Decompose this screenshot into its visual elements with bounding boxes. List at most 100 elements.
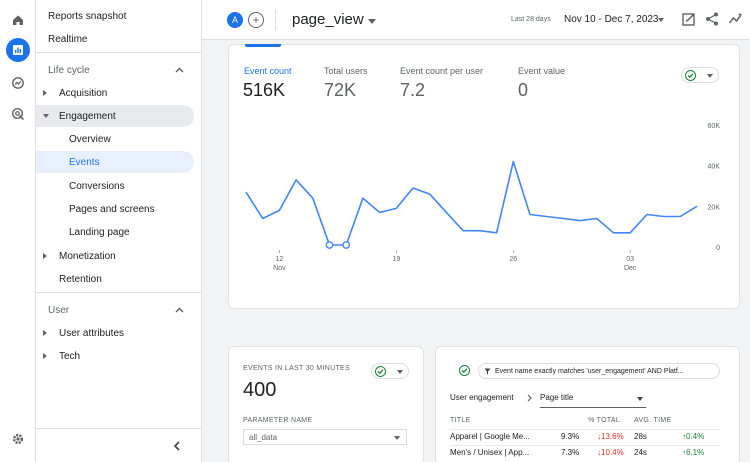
x-tick-label: 19 bbox=[392, 256, 400, 263]
row-time-change-value: 0.4% bbox=[686, 432, 705, 441]
column-header-avg-time[interactable]: AVG. TIME bbox=[634, 417, 672, 424]
dimension-selector-underline bbox=[540, 407, 646, 408]
data-quality-status-button[interactable] bbox=[681, 67, 719, 83]
comparison-avatar[interactable]: A bbox=[227, 12, 243, 28]
section-user-header[interactable]: User bbox=[36, 298, 194, 322]
sidebar-item-retention[interactable]: Retention bbox=[36, 268, 194, 290]
check-circle-icon bbox=[685, 69, 696, 81]
advertising-icon[interactable] bbox=[6, 102, 30, 126]
caret-right-icon bbox=[43, 253, 47, 259]
date-range-label[interactable]: Last 28 days bbox=[511, 16, 551, 23]
sidebar-item-label: Engagement bbox=[59, 110, 116, 122]
settings-icon[interactable] bbox=[6, 427, 30, 451]
customize-report-icon[interactable] bbox=[681, 11, 697, 27]
event-filter-chip[interactable]: Event name exactly matches 'user_engagem… bbox=[478, 363, 720, 379]
table-status-icon[interactable] bbox=[456, 363, 473, 379]
sidebar-item-reports-snapshot[interactable]: Reports snapshot bbox=[36, 5, 194, 27]
sidebar-item-monetization[interactable]: Monetization bbox=[36, 245, 194, 267]
sidebar-item-realtime[interactable]: Realtime bbox=[36, 28, 194, 50]
metric-tab-total-users[interactable]: Total users bbox=[324, 66, 368, 76]
sidebar-item-label: Events bbox=[69, 156, 100, 168]
sidebar-item-acquisition[interactable]: Acquisition bbox=[36, 82, 194, 104]
data-point-marker[interactable] bbox=[325, 241, 334, 249]
sidebar-item-label: Pages and screens bbox=[69, 203, 155, 215]
section-title: User bbox=[48, 304, 70, 316]
data-point-marker[interactable] bbox=[342, 241, 351, 249]
sidebar-divider bbox=[36, 428, 202, 429]
parameter-name-select[interactable]: all_data bbox=[243, 429, 407, 445]
sidebar-item-overview[interactable]: Overview bbox=[36, 128, 194, 150]
realtime-events-card: EVENTS IN LAST 30 MINUTES 400 PARAMETER … bbox=[228, 346, 424, 462]
section-lifecycle-header[interactable]: Life cycle bbox=[36, 58, 194, 82]
sidebar-item-tech[interactable]: Tech bbox=[36, 345, 194, 367]
sidebar-item-events[interactable]: Events bbox=[36, 151, 194, 173]
share-icon[interactable] bbox=[704, 11, 720, 27]
breadcrumb-user-engagement[interactable]: User engagement bbox=[450, 393, 514, 402]
sidebar-item-landing-page[interactable]: Landing page bbox=[36, 221, 194, 243]
reports-sidebar: Reports snapshot Realtime Life cycle Acq… bbox=[36, 0, 202, 462]
sidebar-item-label: Tech bbox=[59, 350, 81, 362]
chevron-up-icon bbox=[175, 307, 184, 313]
active-metric-indicator bbox=[245, 44, 281, 47]
chevron-up-icon bbox=[175, 67, 184, 73]
x-tick-sublabel: Dec bbox=[624, 265, 637, 272]
row-pct-total: 9.3% bbox=[561, 432, 580, 441]
metric-tab-event-count-per-user[interactable]: Event count per user bbox=[400, 66, 484, 76]
metric-value-total-users: 72K bbox=[324, 80, 357, 100]
add-comparison-button[interactable]: + bbox=[248, 12, 264, 28]
y-tick-label: 40K bbox=[708, 164, 721, 171]
chevron-right-icon bbox=[527, 394, 532, 402]
row-pct-change-value: 10.4% bbox=[601, 448, 624, 457]
user-engagement-table-card: Event name exactly matches 'user_engagem… bbox=[435, 346, 740, 462]
sidebar-item-label: Conversions bbox=[69, 180, 125, 192]
column-header-pct-total[interactable]: % TOTAL bbox=[588, 417, 621, 424]
row-time-change: ↑0.4% bbox=[682, 432, 705, 441]
dimension-selector-value[interactable]: Page title bbox=[540, 393, 574, 402]
sidebar-item-label: Acquisition bbox=[59, 87, 108, 99]
metric-tab-event-count[interactable]: Event count bbox=[244, 66, 292, 76]
row-time-change-value: 6.1% bbox=[686, 448, 705, 457]
sidebar-item-conversions[interactable]: Conversions bbox=[36, 175, 194, 197]
row-pct-change: ↓13.6% bbox=[597, 432, 624, 441]
sidebar-item-label: Reports snapshot bbox=[48, 10, 127, 22]
sidebar-item-user-attributes[interactable]: User attributes bbox=[36, 322, 194, 344]
chevron-left-icon[interactable] bbox=[173, 441, 181, 451]
caret-right-icon bbox=[43, 90, 47, 96]
realtime-status-button[interactable] bbox=[371, 363, 409, 379]
row-title: Men's / Unisex | App... bbox=[450, 448, 530, 457]
reports-icon[interactable] bbox=[6, 38, 30, 62]
sidebar-item-label: Retention bbox=[59, 273, 102, 285]
date-range-dropdown-icon[interactable] bbox=[658, 18, 664, 22]
row-avg-time: 28s bbox=[634, 432, 647, 441]
filter-icon bbox=[484, 368, 491, 375]
row-time-change: ↑6.1% bbox=[682, 448, 705, 457]
section-title: Life cycle bbox=[48, 64, 90, 76]
sidebar-item-label: Realtime bbox=[48, 33, 88, 45]
caret-right-icon bbox=[43, 353, 47, 359]
sidebar-item-label: Monetization bbox=[59, 250, 116, 262]
report-header: A + page_view Last 28 days Nov 10 - Dec … bbox=[202, 0, 750, 40]
sidebar-item-pages-and-screens[interactable]: Pages and screens bbox=[36, 198, 194, 220]
caret-down-icon bbox=[43, 114, 49, 118]
metric-tab-event-value[interactable]: Event value bbox=[518, 66, 566, 76]
filter-text: Event name exactly matches 'user_engagem… bbox=[495, 367, 684, 375]
column-header-title[interactable]: TITLE bbox=[450, 417, 471, 424]
x-tick-label: 12 bbox=[276, 256, 284, 263]
explore-icon[interactable] bbox=[6, 71, 30, 95]
date-range-value[interactable]: Nov 10 - Dec 7, 2023 bbox=[564, 14, 659, 25]
home-icon[interactable] bbox=[6, 8, 30, 32]
title-dropdown-icon[interactable] bbox=[368, 19, 376, 24]
metric-value-event-count: 516K bbox=[243, 80, 286, 100]
sidebar-item-engagement[interactable]: Engagement bbox=[36, 105, 194, 127]
dropdown-arrow-icon bbox=[397, 370, 403, 374]
x-tick-label: 26 bbox=[509, 256, 517, 263]
insights-icon[interactable] bbox=[728, 11, 744, 27]
table-row[interactable]: Apparel | Google Me... 9.3% ↓13.6% 28s ↑… bbox=[450, 429, 720, 443]
sidebar-item-label: User attributes bbox=[59, 327, 125, 339]
dimension-dropdown-icon[interactable] bbox=[637, 397, 643, 401]
dropdown-arrow-icon bbox=[707, 74, 713, 78]
metric-value-event-value: 0 bbox=[518, 80, 529, 100]
table-row[interactable]: Men's / Unisex | App... 7.3% ↓10.4% 24s … bbox=[450, 445, 720, 459]
page-title[interactable]: page_view bbox=[292, 11, 364, 28]
x-tick-label: 03 bbox=[626, 256, 634, 263]
